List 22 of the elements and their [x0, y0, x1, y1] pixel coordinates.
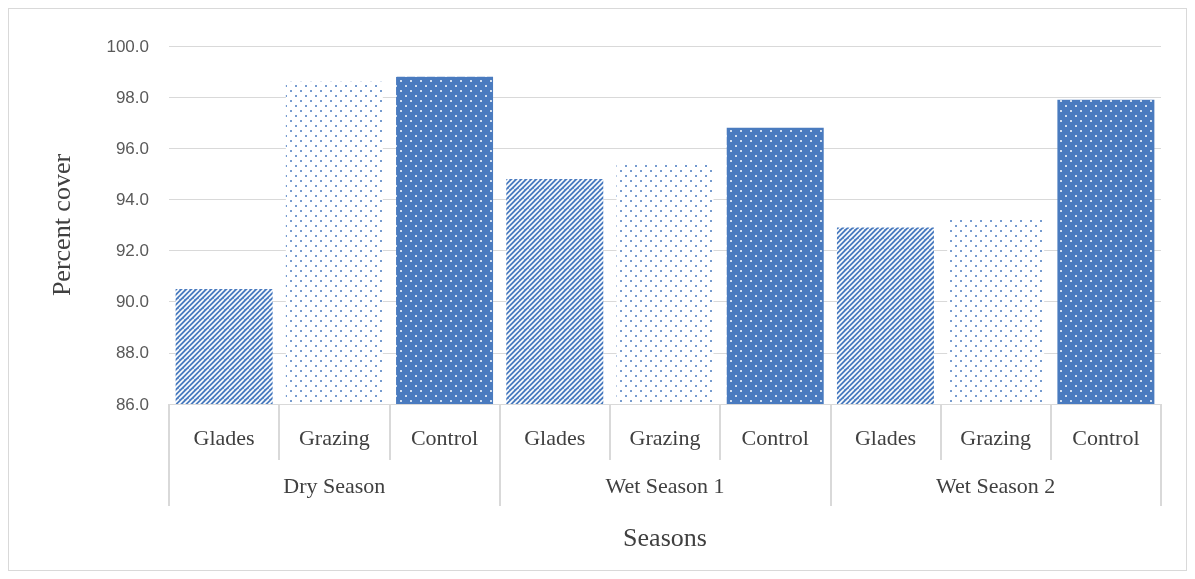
x-tick-label: Control [1072, 424, 1140, 450]
x-tick-label: Grazing [960, 424, 1032, 450]
y-tick-label: 100.0 [106, 36, 149, 56]
y-tick-label: 98.0 [115, 87, 149, 107]
y-tick-label: 90.0 [115, 292, 149, 312]
x-tick-label: Glades [854, 424, 916, 450]
text: Wet Season 2 [936, 472, 1056, 498]
x-tick-label: Control [741, 424, 809, 450]
x-tick-label: Control [410, 424, 479, 450]
y-tick-label: 86.0 [115, 394, 149, 414]
x-tick-label: Glades [524, 424, 586, 450]
y-axis-title: Percent cover [46, 153, 76, 297]
y-tick-label: 92.0 [115, 241, 149, 261]
text: Wet Season 1 [605, 472, 725, 498]
y-tick-label: 94.0 [115, 189, 149, 209]
x-axis-title: Seasons [623, 522, 707, 552]
y-tick-label: 96.0 [115, 138, 149, 158]
x-tick-label: Grazing [629, 424, 701, 450]
text: Dry Season [283, 472, 386, 498]
x-tick-label: Glades [193, 424, 255, 450]
y-tick-label: 88.0 [115, 343, 149, 363]
x-tick-label: Grazing [298, 424, 370, 450]
